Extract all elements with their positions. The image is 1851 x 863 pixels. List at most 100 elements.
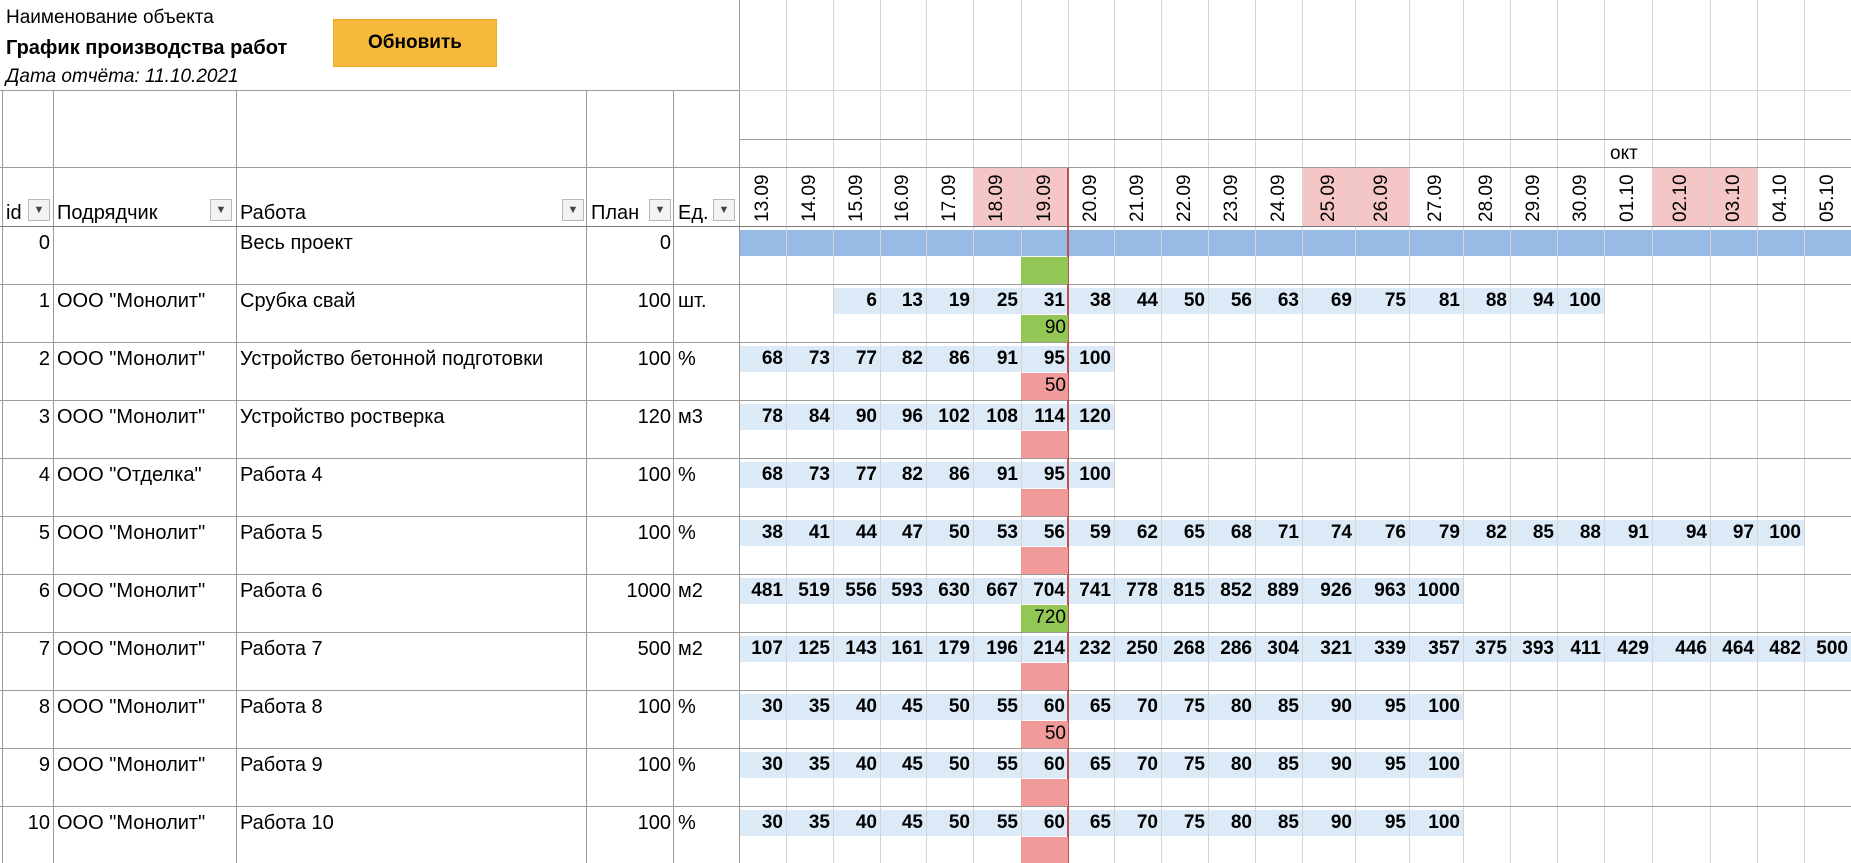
row-id: 10 [27,812,50,834]
row-id: 1 [38,290,50,312]
date-header-label: 18.09 [986,174,1007,222]
plan-value-cell: 304 [1267,638,1299,659]
grid-line [1409,0,1410,863]
row-separator [0,284,1851,285]
plan-value-cell: 86 [948,464,970,485]
row-id: 8 [38,696,50,718]
plan-value-cell: 481 [751,580,783,601]
row-separator [0,342,1851,343]
plan-value-cell: 593 [891,580,923,601]
plan-value-cell: 963 [1374,580,1406,601]
grid-line [1557,0,1558,863]
filter-dropdown-icon[interactable]: ▼ [649,199,671,221]
plan-value-cell: 94 [1685,522,1707,543]
row-unit: м2 [678,638,703,660]
plan-value-cell: 519 [798,580,830,601]
plan-value-cell: 69 [1330,290,1352,311]
row-id: 0 [38,232,50,254]
plan-value-cell: 80 [1230,696,1252,717]
date-header-label: 15.09 [845,174,867,222]
plan-value-cell: 81 [1438,290,1460,311]
plan-value-cell: 95 [1384,754,1406,775]
grid-line [586,90,587,863]
plan-value-cell: 90 [1330,754,1352,775]
row-unit: м3 [678,406,703,428]
plan-value-cell: 704 [1033,580,1065,601]
plan-value-cell: 100 [1428,812,1460,833]
plan-value-cell: 68 [761,348,783,369]
plan-value-cell: 73 [808,348,830,369]
fact-value-cell: 50 [1021,373,1068,400]
plan-value-cell: 95 [1384,812,1406,833]
today-marker-line [1067,168,1069,863]
grid-line [1652,0,1653,863]
row-work-name: Устройство ростверка [240,406,445,428]
filter-dropdown-icon[interactable]: ▼ [713,199,735,221]
plan-value-cell: 741 [1079,580,1111,601]
plan-value-cell: 75 [1183,754,1205,775]
row-contractor: ООО "Монолит" [57,406,206,428]
plan-value-cell: 70 [1136,696,1158,717]
date-header-label: 16.09 [892,174,913,222]
plan-value-cell: 56 [1230,290,1252,311]
plan-value-cell: 35 [808,754,830,775]
plan-value-cell: 630 [938,580,970,601]
page-title: График производства работ [6,37,288,59]
fact-value-cell: 720 [1021,605,1068,632]
plan-value-cell: 65 [1089,754,1111,775]
plan-value-cell: 339 [1374,638,1406,659]
date-header-label: 26.09 [1371,174,1392,222]
plan-value-cell: 179 [938,638,970,659]
plan-value-cell: 82 [901,348,923,369]
row-separator [0,516,1851,517]
fact-value-cell [1021,431,1068,458]
plan-value-cell: 45 [901,754,923,775]
weekend-header-cell [1302,168,1355,227]
plan-value-cell: 76 [1384,522,1406,543]
fact-value-cell [1021,257,1068,284]
row-plan: 100 [637,348,671,370]
date-header-label: 13.09 [751,174,773,222]
plan-value-cell: 65 [1089,696,1111,717]
plan-value-cell: 13 [901,290,923,311]
plan-value-cell: 38 [761,522,783,543]
date-header-label: 23.09 [1220,174,1242,222]
row-separator [0,632,1851,633]
grid-line [1114,0,1115,863]
row-work-name: Работа 9 [240,754,323,776]
plan-value-cell: 482 [1769,638,1801,659]
refresh-button[interactable]: Обновить [333,19,497,67]
filter-dropdown-icon[interactable]: ▼ [28,199,50,221]
fact-value-cell [1021,663,1068,690]
grid-line [236,90,237,863]
plan-value-cell: 1000 [1417,580,1460,601]
filter-dropdown-icon[interactable]: ▼ [562,199,584,221]
row-separator [0,748,1851,749]
row-work-name: Весь проект [240,232,353,254]
filter-dropdown-icon[interactable]: ▼ [210,199,232,221]
plan-value-cell: 40 [855,812,877,833]
plan-value-cell: 446 [1675,638,1707,659]
row-unit: % [678,522,696,544]
plan-value-cell: 375 [1475,638,1507,659]
fact-value-cell [1021,779,1068,806]
plan-value-cell: 90 [855,406,877,427]
plan-value-cell: 96 [901,406,923,427]
date-header-label: 27.09 [1425,174,1446,222]
plan-value-cell: 815 [1173,580,1205,601]
grid-line [739,90,1851,91]
weekend-header-cell [1355,168,1409,227]
plan-value-cell: 125 [798,638,830,659]
plan-value-cell: 56 [1043,522,1065,543]
plan-value-cell: 85 [1277,812,1299,833]
grid-line [833,0,834,863]
fact-value-cell [1021,489,1068,516]
row-id: 7 [38,638,50,660]
row-unit: % [678,754,696,776]
plan-value-cell: 100 [1079,464,1111,485]
plan-value-cell: 85 [1277,696,1299,717]
plan-value-cell: 90 [1330,812,1352,833]
object-name-label: Наименование объекта [6,7,214,28]
plan-bar [739,578,1463,604]
